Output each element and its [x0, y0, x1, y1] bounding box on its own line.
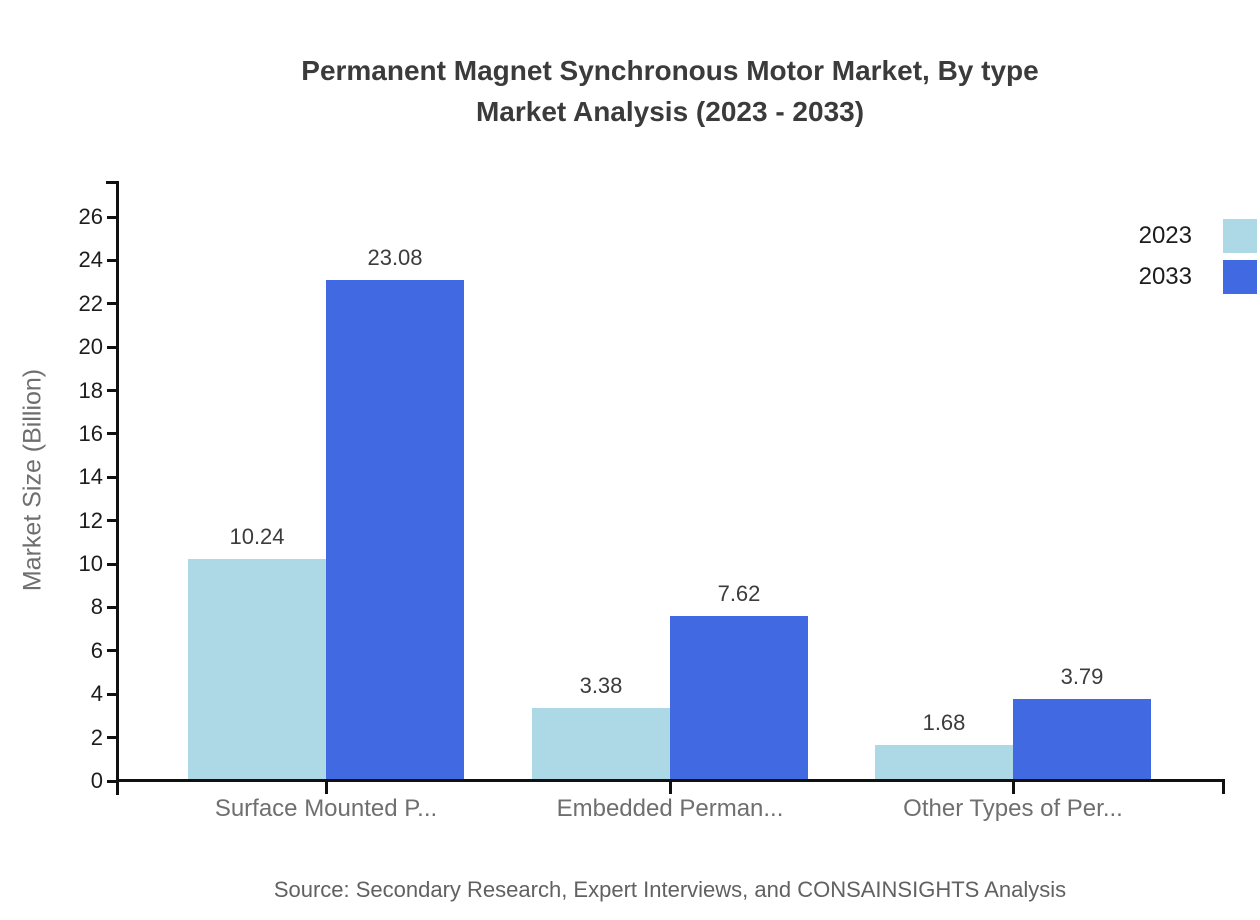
y-tick-mark: [107, 345, 118, 349]
y-tick-mark: [107, 779, 118, 783]
y-tick-label: 0: [90, 768, 103, 793]
y-tick-mark: [107, 605, 118, 609]
y-tick-mark: [107, 432, 118, 436]
bar-2023-0: [188, 558, 326, 781]
legend-label: 2033: [1138, 263, 1192, 290]
y-tick-label: 2: [90, 724, 103, 750]
y-tick-label: 14: [78, 464, 103, 490]
x-tick-mark: [1011, 782, 1015, 794]
x-tick-mark: [668, 782, 672, 794]
legend-label: 2023: [1138, 222, 1192, 249]
bar-2033-1: [670, 615, 808, 781]
chart-title-line2: Market Analysis (2023 - 2033): [475, 96, 865, 127]
bar-value-label: 1.68: [922, 709, 966, 735]
y-tick-mark: [107, 649, 118, 653]
bar-2033-2: [1013, 698, 1151, 781]
legend-item-2033: 2033: [1139, 260, 1257, 294]
bar-2033-0: [326, 280, 464, 781]
legend: 2023 2033: [1139, 219, 1257, 294]
y-tick-mark: [107, 215, 118, 219]
legend-item-2023: 2023: [1139, 219, 1257, 253]
y-tick-mark: [107, 389, 118, 393]
source-note: Source: Secondary Research, Expert Inter…: [273, 877, 1067, 902]
y-tick-label: 20: [78, 334, 103, 360]
y-tick-label: 24: [78, 247, 103, 273]
y-tick-mark: [107, 692, 118, 696]
bar-value-label: 3.79: [1060, 663, 1104, 689]
chart-title: Permanent Magnet Synchronous Motor Marke…: [118, 50, 1222, 132]
y-tick-mark: [107, 302, 118, 306]
y-tick-label: 10: [78, 551, 103, 577]
bar-value-label: 23.08: [367, 245, 423, 271]
y-tick-mark: [107, 519, 118, 523]
x-axis-right-cap: [1222, 779, 1225, 794]
y-tick-label: 6: [90, 637, 103, 663]
y-axis-line: [116, 181, 119, 795]
y-tick-label: 8: [90, 594, 103, 620]
bar-value-label: 10.24: [229, 523, 285, 549]
chart-title-line1: Permanent Magnet Synchronous Motor Marke…: [301, 55, 1039, 86]
y-tick-label: 4: [90, 681, 103, 707]
x-category-label: Surface Mounted P...: [214, 795, 438, 822]
x-tick-mark: [324, 782, 328, 794]
y-axis-top-cap: [106, 181, 119, 184]
y-tick-label: 16: [78, 420, 103, 446]
bar-2023-2: [875, 744, 1013, 781]
y-tick-mark: [107, 475, 118, 479]
bar-value-label: 3.38: [579, 672, 623, 698]
x-category-label: Embedded Perman...: [556, 795, 784, 822]
y-tick-label: 22: [78, 290, 103, 316]
y-tick-mark: [107, 258, 118, 262]
bar-2023-1: [532, 707, 670, 781]
y-tick-label: 18: [78, 377, 103, 403]
y-tick-label: 26: [78, 204, 103, 229]
x-category-label: Other Types of Per...: [903, 795, 1123, 822]
y-tick-mark: [107, 736, 118, 740]
y-tick-label: 12: [78, 507, 103, 533]
bar-value-label: 7.62: [717, 580, 761, 606]
y-tick-mark: [107, 562, 118, 566]
x-axis-line: [116, 779, 1225, 782]
legend-swatch: [1223, 260, 1257, 294]
legend-swatch: [1223, 219, 1257, 253]
